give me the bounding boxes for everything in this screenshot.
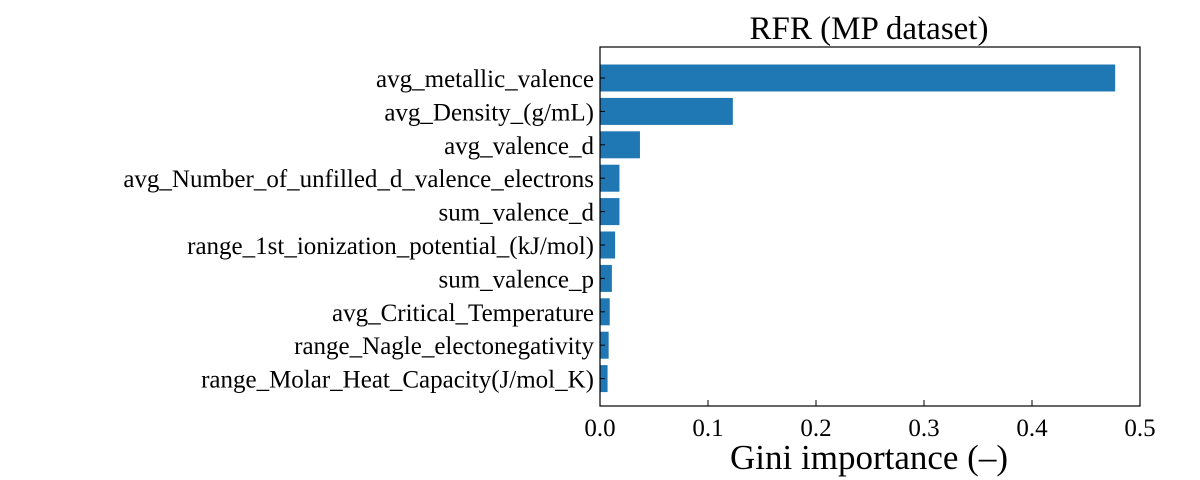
x-axis-label: Gini importance (–)	[730, 438, 1008, 477]
category-label-3: avg_valence_d	[444, 133, 594, 160]
category-label-4: avg_Number_of_unfilled_d_valence_electro…	[123, 166, 594, 193]
category-label-1: avg_metallic_valence	[376, 66, 594, 93]
bar-7	[600, 264, 612, 292]
bar-4	[600, 164, 620, 192]
x-tick-label-2: 0.1	[692, 415, 723, 442]
bars-layer	[600, 64, 1116, 393]
category-label-5: sum_valence_d	[438, 200, 594, 227]
x-tick-label-4: 0.3	[908, 415, 939, 442]
category-labels: avg_metallic_valence avg_Density_(g/mL)av…	[123, 66, 594, 394]
plot-frame	[599, 46, 1141, 407]
category-label-8: avg_Critical_Temperature	[332, 300, 594, 327]
x-tick-label-6: 0.5	[1124, 415, 1155, 442]
bar-1	[600, 64, 1116, 92]
x-tick-label-3: 0.2	[800, 415, 831, 442]
bar-3	[600, 131, 640, 159]
x-tick-label-1: 0.0	[584, 415, 615, 442]
bar-6	[600, 231, 616, 259]
category-label-7: sum_valence_p	[438, 266, 594, 293]
category-label-2: avg_Density_(g/mL)	[384, 99, 594, 126]
category-label-6: range_1st_ionization_potential_(kJ/mol)	[187, 233, 594, 260]
bar-5	[600, 198, 620, 226]
category-label-9: range_Nagle_electonegativity	[294, 333, 594, 360]
bar-2	[600, 97, 733, 125]
chart-title: RFR (MP dataset)	[750, 11, 989, 47]
category-label-10: range_Molar_Heat_Capacity(J/mol_K)	[201, 367, 594, 394]
ticks-layer: 0.0 0.1 0.2 0.3 0.4 0.5	[584, 77, 1156, 442]
x-tick-label-5: 0.4	[1016, 415, 1048, 442]
